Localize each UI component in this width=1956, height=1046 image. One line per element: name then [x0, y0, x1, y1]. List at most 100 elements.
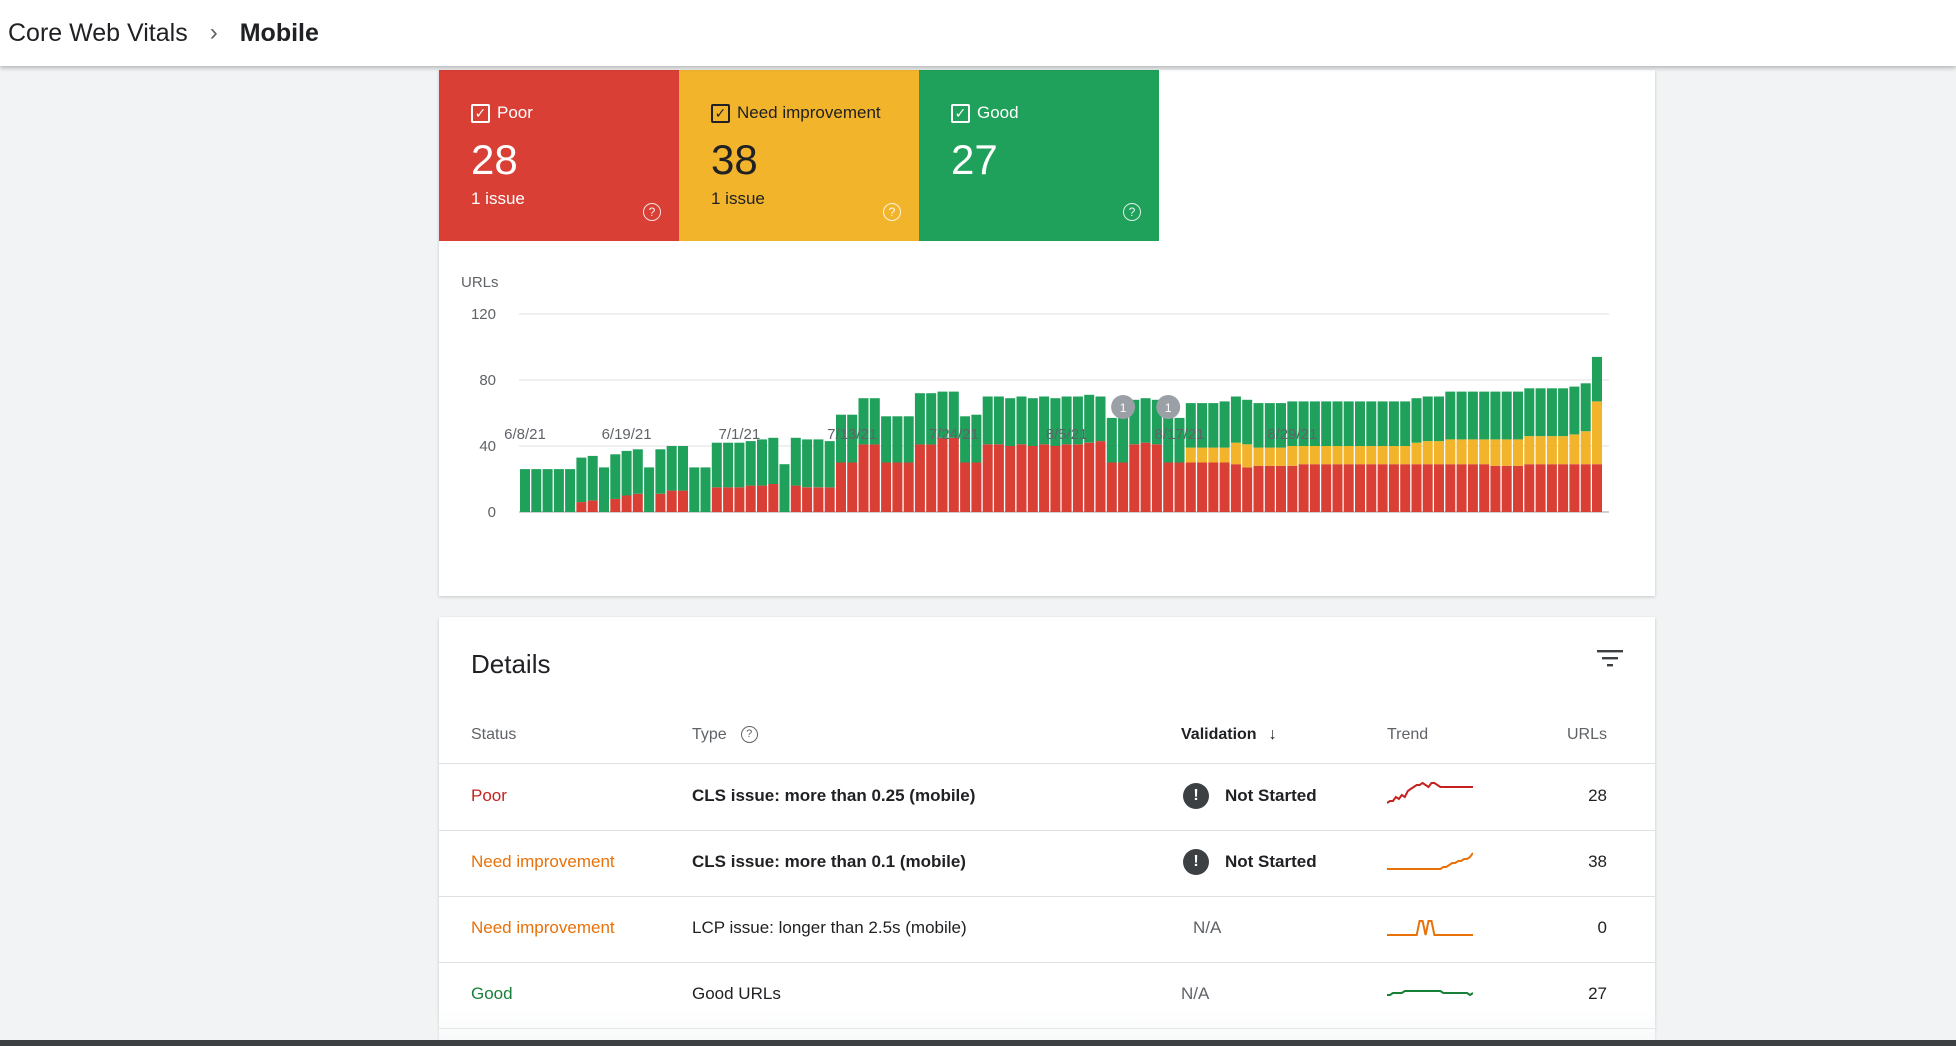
bar-segment-good[interactable]	[1400, 401, 1411, 446]
bar-segment-poor[interactable]	[1535, 464, 1546, 512]
bar-segment-poor[interactable]	[1546, 464, 1557, 512]
bar-segment-poor[interactable]	[1467, 464, 1478, 512]
bar-segment-good[interactable]	[1264, 403, 1275, 448]
bar-segment-good[interactable]	[1422, 396, 1433, 442]
bar-segment-poor[interactable]	[1479, 464, 1490, 512]
checkbox-checked-icon[interactable]: ✓	[711, 104, 730, 123]
bar-segment-good[interactable]	[1050, 398, 1061, 446]
bar-segment-need[interactable]	[1456, 439, 1467, 465]
bar-segment-good[interactable]	[813, 439, 824, 488]
bar-segment-good[interactable]	[1276, 403, 1286, 448]
bar-segment-good[interactable]	[892, 416, 903, 463]
bar-segment-poor[interactable]	[1309, 464, 1320, 512]
bar-segment-good[interactable]	[1467, 391, 1478, 440]
bar-segment-poor[interactable]	[903, 462, 914, 513]
bar-segment-poor[interactable]	[1321, 464, 1332, 512]
bar-segment-good[interactable]	[1388, 401, 1399, 446]
bar-segment-good[interactable]	[1558, 388, 1569, 437]
bar-segment-good[interactable]	[993, 396, 1004, 445]
bar-segment-poor[interactable]	[1061, 444, 1072, 512]
tile-poor[interactable]: ✓ Poor 28 1 issue ?	[439, 70, 679, 241]
bar-segment-good[interactable]	[1580, 383, 1591, 432]
bar-segment-good[interactable]	[565, 469, 576, 512]
filter-icon[interactable]	[1597, 647, 1623, 669]
bar-segment-good[interactable]	[1298, 401, 1309, 446]
bar-segment-poor[interactable]	[926, 444, 937, 512]
bar-segment-good[interactable]	[1174, 417, 1185, 463]
bar-segment-poor[interactable]	[1411, 464, 1422, 512]
bar-segment-good[interactable]	[587, 455, 598, 501]
bar-segment-good[interactable]	[666, 446, 677, 491]
bar-segment-good[interactable]	[1129, 399, 1140, 445]
bar-segment-poor[interactable]	[993, 444, 1004, 512]
bar-segment-good[interactable]	[1095, 396, 1106, 442]
bar-segment-good[interactable]	[1016, 396, 1027, 445]
column-header-trend[interactable]: Trend	[1387, 726, 1429, 743]
bar-segment-need[interactable]	[1253, 447, 1264, 466]
bar-segment-good[interactable]	[836, 414, 846, 463]
bar-segment-good[interactable]	[1332, 401, 1343, 446]
tile-good[interactable]: ✓ Good 27 ?	[919, 70, 1159, 241]
bar-segment-poor[interactable]	[1355, 464, 1365, 512]
bar-segment-good[interactable]	[1343, 401, 1354, 446]
bar-segment-poor[interactable]	[632, 493, 643, 512]
bar-segment-good[interactable]	[711, 442, 722, 488]
bar-segment-need[interactable]	[1388, 446, 1399, 465]
bar-segment-poor[interactable]	[1366, 464, 1377, 512]
table-row[interactable]: Need improvement CLS issue: more than 0.…	[439, 830, 1655, 897]
bar-segment-need[interactable]	[1230, 442, 1241, 465]
bar-segment-poor[interactable]	[1513, 465, 1523, 512]
bar-segment-need[interactable]	[1569, 434, 1580, 465]
bar-segment-good[interactable]	[1524, 388, 1535, 437]
bar-segment-poor[interactable]	[587, 500, 598, 512]
bar-segment-good[interactable]	[1377, 401, 1388, 446]
bar-segment-poor[interactable]	[666, 490, 677, 512]
breadcrumb-root[interactable]: Core Web Vitals	[8, 18, 188, 47]
bar-segment-need[interactable]	[1219, 447, 1230, 463]
bar-segment-need[interactable]	[1558, 436, 1569, 465]
bar-segment-good[interactable]	[1197, 403, 1208, 448]
bar-segment-poor[interactable]	[745, 485, 756, 512]
bar-segment-good[interactable]	[1546, 388, 1557, 437]
bar-segment-need[interactable]	[1501, 439, 1512, 466]
bar-segment-poor[interactable]	[948, 437, 959, 513]
bar-segment-good[interactable]	[1569, 386, 1580, 435]
bar-segment-poor[interactable]	[1219, 462, 1230, 513]
bar-segment-poor[interactable]	[1264, 465, 1275, 512]
bar-segment-poor[interactable]	[937, 437, 948, 513]
bar-segment-need[interactable]	[1445, 439, 1456, 465]
bar-segment-good[interactable]	[1445, 391, 1456, 440]
column-header-validation[interactable]: Validation ↓	[1181, 726, 1277, 744]
bar-segment-need[interactable]	[1592, 401, 1602, 465]
bar-segment-good[interactable]	[700, 467, 711, 512]
bar-segment-poor[interactable]	[790, 485, 801, 512]
bar-segment-good[interactable]	[790, 437, 801, 486]
bar-segment-need[interactable]	[1242, 444, 1253, 468]
bar-segment-poor[interactable]	[1569, 464, 1580, 512]
bar-segment-good[interactable]	[824, 441, 835, 488]
bar-segment-poor[interactable]	[1242, 467, 1253, 512]
bar-segment-need[interactable]	[1422, 441, 1433, 465]
bar-segment-poor[interactable]	[824, 487, 835, 513]
bar-segment-poor[interactable]	[655, 493, 666, 512]
checkbox-checked-icon[interactable]: ✓	[471, 104, 490, 123]
bar-segment-poor[interactable]	[1343, 464, 1354, 512]
bar-segment-good[interactable]	[1061, 396, 1072, 445]
bar-segment-need[interactable]	[1309, 446, 1320, 465]
bar-segment-need[interactable]	[1580, 431, 1591, 465]
bar-segment-poor[interactable]	[1129, 444, 1140, 512]
bar-segment-poor[interactable]	[576, 502, 587, 512]
bar-segment-poor[interactable]	[892, 462, 903, 513]
bar-segment-good[interactable]	[1185, 403, 1196, 448]
bar-segment-need[interactable]	[1467, 439, 1478, 465]
bar-segment-good[interactable]	[1118, 417, 1129, 463]
bar-segment-poor[interactable]	[734, 487, 745, 513]
bar-segment-need[interactable]	[1208, 447, 1219, 463]
bar-segment-poor[interactable]	[1456, 464, 1467, 512]
bar-segment-good[interactable]	[1084, 394, 1095, 443]
bar-segment-poor[interactable]	[1084, 442, 1095, 512]
bar-segment-poor[interactable]	[610, 498, 621, 512]
bar-segment-good[interactable]	[1411, 398, 1422, 443]
bar-segment-good[interactable]	[948, 391, 959, 438]
bar-segment-poor[interactable]	[802, 487, 813, 513]
